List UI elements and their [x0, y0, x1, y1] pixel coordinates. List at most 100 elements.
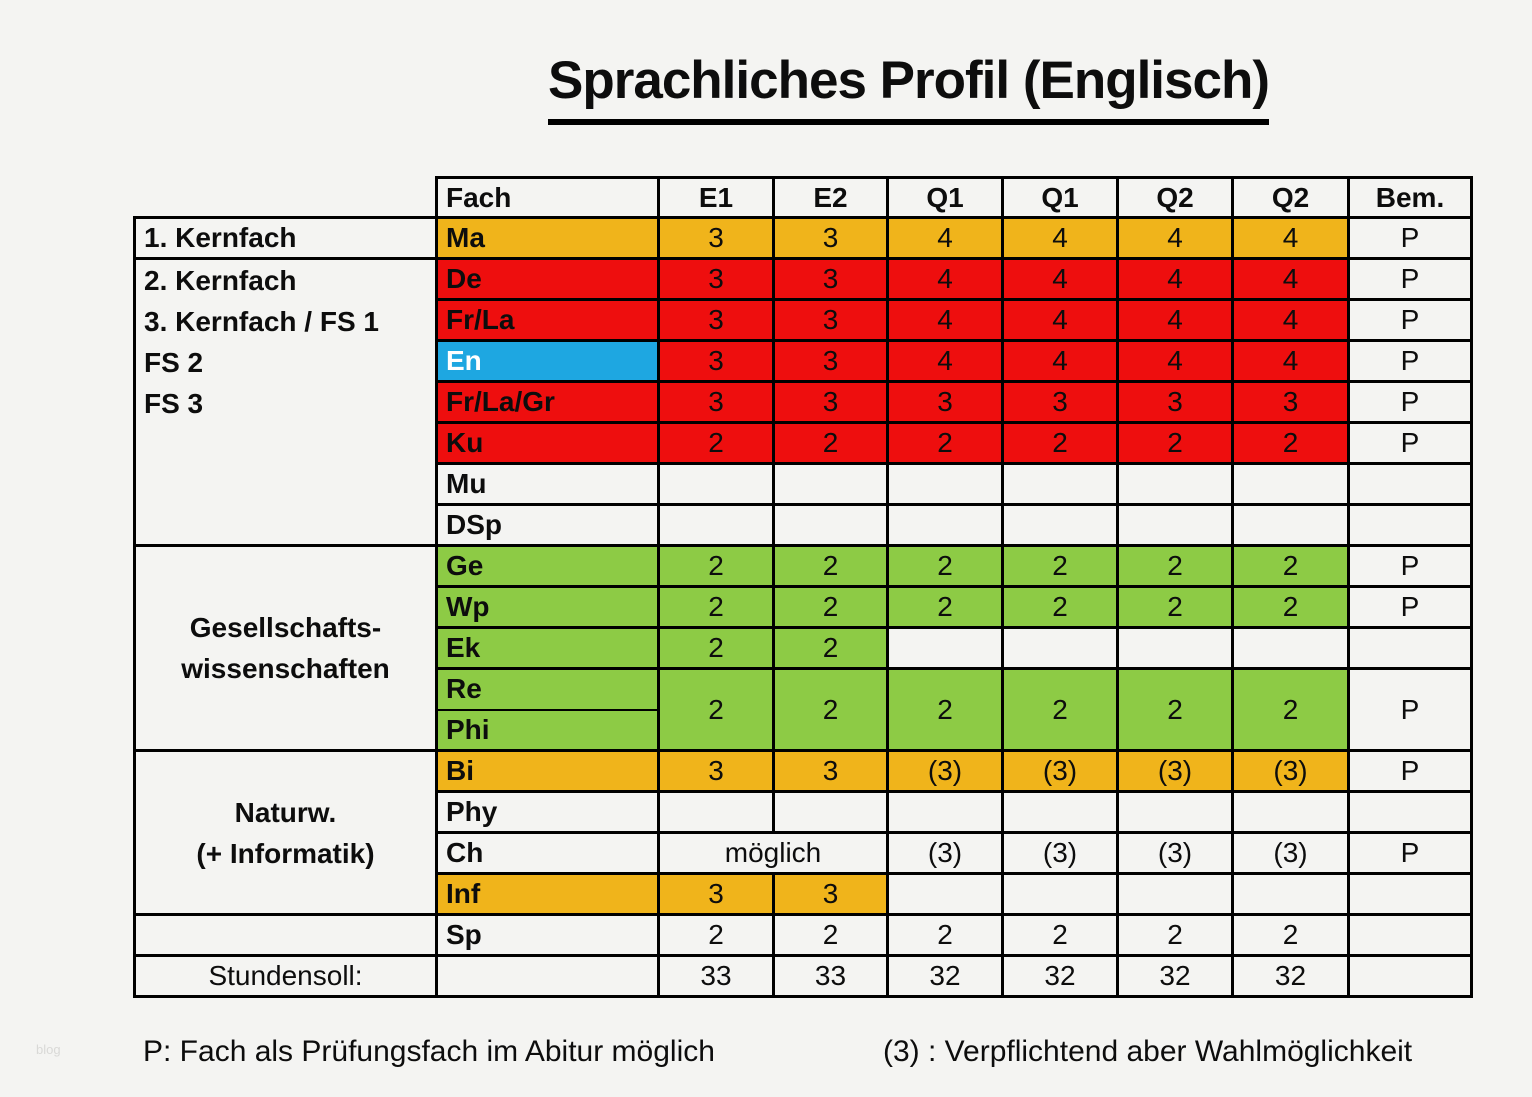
en-e2-cell: 3 — [772, 339, 889, 383]
bi-bem-cell: P — [1347, 749, 1473, 793]
inf-q1a-cell — [886, 872, 1004, 916]
de-e1-cell: 3 — [657, 257, 775, 301]
ku-q1a-cell: 2 — [886, 421, 1004, 465]
wp-fach-cell: Wp — [435, 585, 660, 629]
ku-e2-cell: 2 — [772, 421, 889, 465]
table-row-bi: Naturw. (+ Informatik) Bi 3 3 (3) (3) (3) (3) P — [133, 749, 1473, 916]
mu-e1-cell — [657, 462, 775, 506]
frla-q1b-cell: 4 — [1001, 298, 1119, 342]
phy-e2-cell — [772, 790, 889, 834]
ch-bem-cell: P — [1347, 831, 1473, 875]
ek-q2a-cell — [1116, 626, 1234, 670]
phy-fach-cell: Phy — [435, 790, 660, 834]
ma-q2b-cell: 4 — [1231, 216, 1350, 260]
footnote-3-legend: (3) : Verpflichtend aber Wahlmöglichkeit — [883, 1035, 1413, 1068]
sp-q1a-cell: 2 — [886, 913, 1004, 957]
stundensoll-q2b-cell: 32 — [1231, 954, 1350, 998]
ge-q2b-cell: 2 — [1231, 544, 1350, 588]
watermark: blog — [36, 1042, 61, 1057]
header-fach-cell: Fach — [435, 176, 660, 219]
table-row-phy: Phy — [135, 790, 1473, 834]
frlagr-e1-cell: 3 — [657, 380, 775, 424]
frlagr-q1b-cell: 3 — [1001, 380, 1119, 424]
bi-q1a-cell: (3) — [886, 749, 1004, 793]
frlagr-bem-cell: P — [1347, 380, 1473, 424]
phy-q1a-cell — [886, 790, 1004, 834]
ma-e2-cell: 3 — [772, 216, 889, 260]
ku-q2a-cell: 2 — [1116, 421, 1234, 465]
bi-q2a-cell: (3) — [1116, 749, 1234, 793]
phi-fach-cell: Phi — [435, 708, 660, 752]
table-row-de: 2. Kernfach 3. Kernfach / FS 1 FS 2 FS 3 De 3… — [133, 257, 1473, 547]
stundensoll-rowlabel-cell: Stundensoll: — [133, 954, 438, 998]
table-row-wp: Wp 2 2 2 2 2 2 P — [135, 585, 1473, 629]
frlagr-q1a-cell: 3 — [886, 380, 1004, 424]
header-q1a-cell: Q1 — [886, 176, 1004, 219]
ch-q2a-cell: (3) — [1116, 831, 1234, 875]
stundensoll-q1a-cell: 32 — [886, 954, 1004, 998]
ge-q2a-cell: 2 — [1116, 544, 1234, 588]
ma-bem-cell: P — [1347, 216, 1473, 260]
ch-e1-cell: möglich — [657, 831, 889, 875]
wp-q1a-cell: 2 — [886, 585, 1004, 629]
re-e2-cell: 2 — [772, 667, 889, 752]
ge-q1b-cell: 2 — [1001, 544, 1119, 588]
sp-q2a-cell: 2 — [1116, 913, 1234, 957]
bi-q1b-cell: (3) — [1001, 749, 1119, 793]
header-e1-cell: E1 — [657, 176, 775, 219]
frla-q2b-cell: 4 — [1231, 298, 1350, 342]
table-row-header: Fach E1 E2 Q1 Q1 Q2 Q2 Bem. — [135, 176, 1473, 219]
dsp-e2-cell — [772, 503, 889, 547]
dsp-e1-cell — [657, 503, 775, 547]
de-e2-cell: 3 — [772, 257, 889, 301]
mu-fach-cell: Mu — [435, 462, 660, 506]
re-e1-cell: 2 — [657, 667, 775, 752]
inf-bem-cell — [1347, 872, 1473, 916]
inf-q2b-cell — [1231, 872, 1350, 916]
ch-q1b-cell: (3) — [1001, 831, 1119, 875]
ku-q1b-cell: 2 — [1001, 421, 1119, 465]
frlagr-q2a-cell: 3 — [1116, 380, 1234, 424]
mu-q1b-cell — [1001, 462, 1119, 506]
ch-q2b-cell: (3) — [1231, 831, 1350, 875]
en-q2b-cell: 4 — [1231, 339, 1350, 383]
page-title: Sprachliches Profil (Englisch) — [548, 50, 1270, 125]
en-q1b-cell: 4 — [1001, 339, 1119, 383]
frlagr-e2-cell: 3 — [772, 380, 889, 424]
sp-bem-cell — [1347, 913, 1473, 957]
re-q1b-cell: 2 — [1001, 667, 1119, 752]
en-fach-cell: En — [435, 339, 660, 383]
de-rowlabel-cell: 2. Kernfach 3. Kernfach / FS 1 FS 2 FS 3 — [133, 257, 438, 547]
table-row-re: Re 2 2 2 2 2 2 P — [135, 667, 1473, 752]
mu-q2b-cell — [1231, 462, 1350, 506]
ge-rowlabel-cell: Gesellschafts-wissenschaften — [133, 544, 438, 752]
bi-e1-cell: 3 — [657, 749, 775, 793]
en-e1-cell: 3 — [657, 339, 775, 383]
table-row-inf: Inf 3 3 — [135, 872, 1473, 916]
frla-q1a-cell: 4 — [886, 298, 1004, 342]
ch-q1a-cell: (3) — [886, 831, 1004, 875]
re-q1a-cell: 2 — [886, 667, 1004, 752]
inf-q2a-cell — [1116, 872, 1234, 916]
footnote-p-legend: P: Fach als Prüfungsfach im Abitur mögli… — [143, 1035, 715, 1068]
bi-q2b-cell: (3) — [1231, 749, 1350, 793]
en-bem-cell: P — [1347, 339, 1473, 383]
re-fach-cell: Re — [435, 667, 660, 711]
de-q2b-cell: 4 — [1231, 257, 1350, 301]
sp-rowlabel-cell — [133, 913, 438, 957]
mu-e2-cell — [772, 462, 889, 506]
table-row-frlagr: Fr/La/Gr 3 3 3 3 3 3 P — [135, 380, 1473, 424]
sp-e1-cell: 2 — [657, 913, 775, 957]
stundensoll-e2-cell: 33 — [772, 954, 889, 998]
table-row-ma: 1. Kernfach Ma 3 3 4 4 4 4 P — [133, 216, 1473, 260]
frlagr-q2b-cell: 3 — [1231, 380, 1350, 424]
ek-q2b-cell — [1231, 626, 1350, 670]
en-q2a-cell: 4 — [1116, 339, 1234, 383]
table-row-dsp: DSp — [135, 503, 1473, 547]
wp-q1b-cell: 2 — [1001, 585, 1119, 629]
sp-fach-cell: Sp — [435, 913, 660, 957]
ge-fach-cell: Ge — [435, 544, 660, 588]
dsp-bem-cell — [1347, 503, 1473, 547]
bi-rowlabel-cell: Naturw. (+ Informatik) — [133, 749, 438, 916]
frla-q2a-cell: 4 — [1116, 298, 1234, 342]
